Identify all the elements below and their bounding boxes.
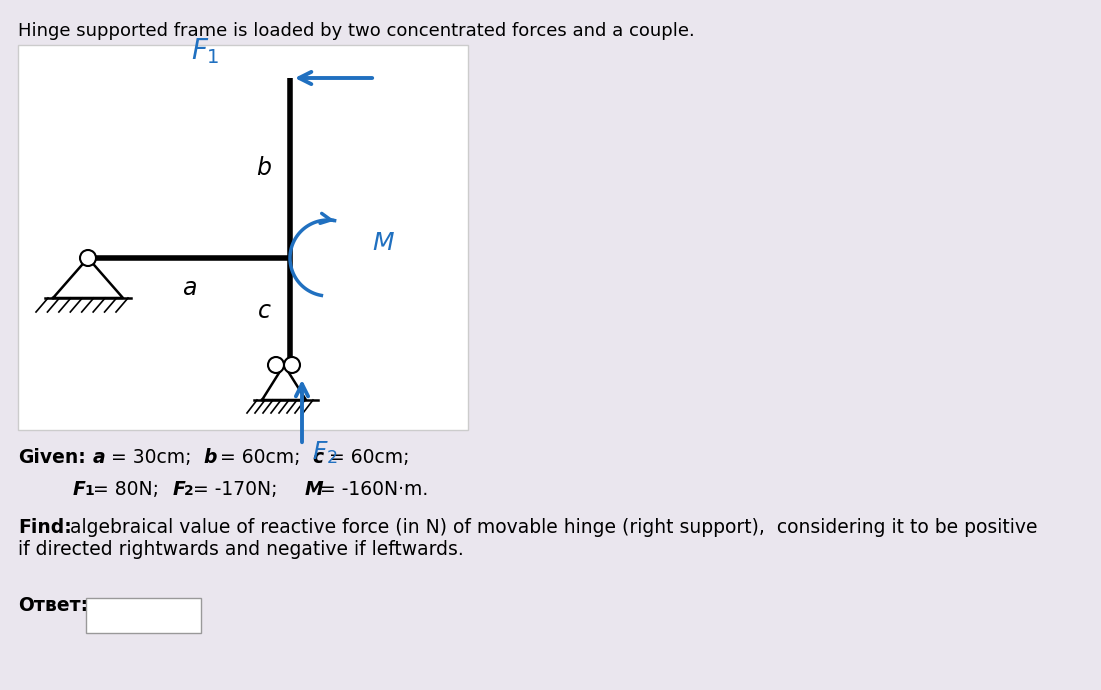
Text: 1: 1	[84, 484, 94, 498]
Text: $\mathit{F}_1$: $\mathit{F}_1$	[192, 36, 220, 66]
Text: 2: 2	[184, 484, 194, 498]
Text: c: c	[312, 448, 323, 467]
Text: Given:: Given:	[18, 448, 86, 467]
Text: if directed rightwards and negative if leftwards.: if directed rightwards and negative if l…	[18, 540, 464, 559]
Text: Ответ:: Ответ:	[18, 596, 88, 615]
Bar	[86, 598, 201, 633]
Text: = 60cm;: = 60cm;	[214, 448, 306, 467]
Text: = 60cm;: = 60cm;	[323, 448, 410, 467]
Text: a: a	[92, 448, 106, 467]
Text: $\mathit{F}_2$: $\mathit{F}_2$	[312, 440, 338, 466]
Text: $\mathit{b}$: $\mathit{b}$	[257, 156, 272, 180]
Text: = 30cm;: = 30cm;	[105, 448, 197, 467]
Text: algebraical value of reactive force (in N) of movable hinge (right support),  co: algebraical value of reactive force (in …	[70, 518, 1037, 537]
Text: Find:: Find:	[18, 518, 72, 537]
Text: $\mathit{a}$: $\mathit{a}$	[182, 276, 196, 300]
Circle shape	[284, 357, 299, 373]
Text: = -160N·m.: = -160N·m.	[320, 480, 428, 499]
Text: M: M	[305, 480, 324, 499]
Circle shape	[268, 357, 284, 373]
Text: = 80N;: = 80N;	[92, 480, 165, 499]
Bar	[18, 45, 468, 430]
Text: $\mathit{c}$: $\mathit{c}$	[258, 299, 272, 324]
Text: Hinge supported frame is loaded by two concentrated forces and a couple.: Hinge supported frame is loaded by two c…	[18, 22, 695, 40]
Text: F: F	[173, 480, 186, 499]
Text: $\mathit{M}$: $\mathit{M}$	[372, 231, 395, 255]
Circle shape	[80, 250, 96, 266]
Text: F: F	[73, 480, 86, 499]
Text: = -170N;: = -170N;	[193, 480, 283, 499]
Text: b: b	[203, 448, 217, 467]
